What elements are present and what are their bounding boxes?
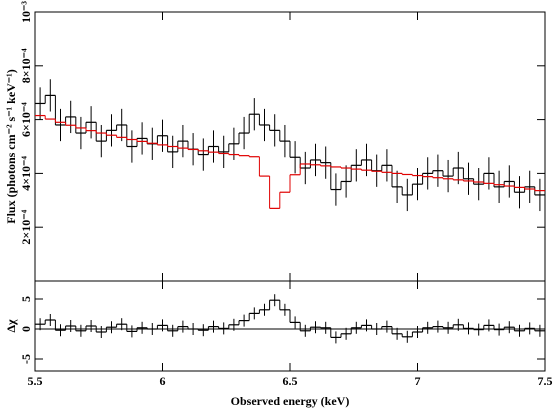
x-tick-label: 6.5	[283, 374, 298, 388]
y-axis-label: Δχ	[4, 319, 18, 333]
y-tick-label: 10⁻³	[19, 1, 33, 23]
y-tick-label: 4×10⁻⁴	[19, 156, 33, 191]
x-tick-label: 7	[415, 374, 421, 388]
y-tick-label: 5	[19, 296, 33, 302]
x-tick-label: 5.5	[28, 374, 43, 388]
y-axis-label: Flux (photons cm⁻² s⁻¹ keV⁻¹)	[4, 69, 18, 223]
x-axis-label: Observed energy (keV)	[231, 394, 350, 408]
y-tick-label: 2×10⁻⁴	[19, 209, 33, 244]
y-tick-label: 6×10⁻⁴	[19, 102, 33, 137]
x-tick-label: 6	[160, 374, 166, 388]
y-tick-label: -5	[19, 354, 33, 364]
x-tick-label: 7.5	[538, 374, 553, 388]
y-tick-label: 8×10⁻⁴	[19, 48, 33, 83]
y-tick-label: 0	[19, 326, 33, 332]
